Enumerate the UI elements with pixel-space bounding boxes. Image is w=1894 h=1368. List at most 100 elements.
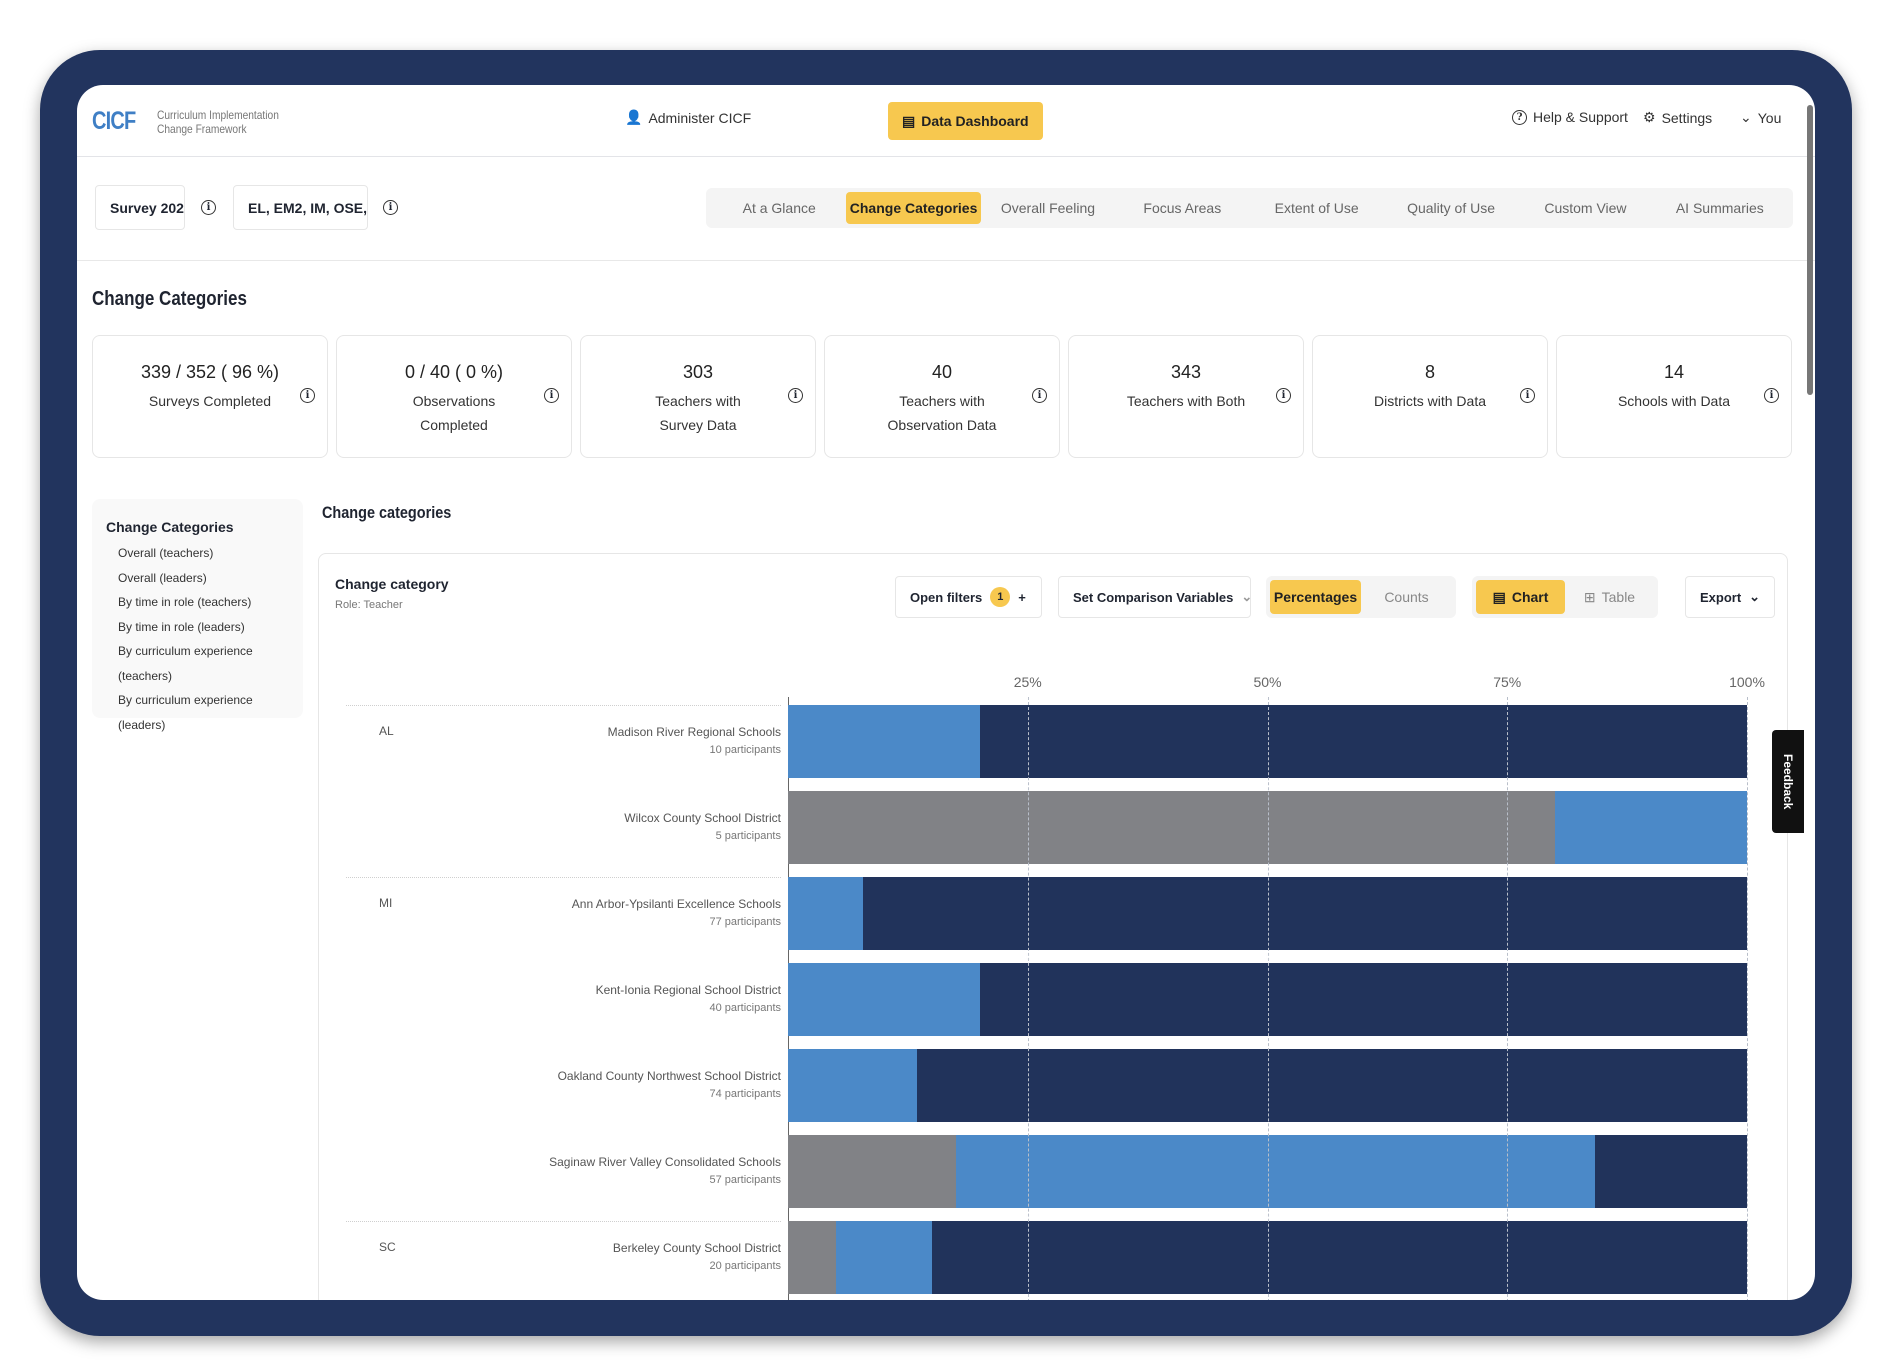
logo[interactable]: CICF xyxy=(92,107,136,135)
administer-link[interactable]: 👤 Administer CICF xyxy=(625,109,752,126)
tab-at-a-glance[interactable]: At a Glance xyxy=(742,200,816,216)
nav-item[interactable]: Overall (teachers) xyxy=(118,546,214,560)
chevron-down-icon: ⌄ xyxy=(1740,109,1752,125)
nav-item[interactable]: By curriculum experience (leaders) xyxy=(118,693,253,732)
export-dropdown[interactable]: Export ⌄ xyxy=(1685,576,1775,618)
settings-link[interactable]: ⚙ Settings xyxy=(1643,109,1713,126)
bar-segment[interactable] xyxy=(788,791,1556,864)
chart-view-button[interactable]: ▤ Chart xyxy=(1476,580,1565,614)
tab-extent-of-use[interactable]: Extent of Use xyxy=(1274,200,1359,216)
nav-item[interactable]: Overall (leaders) xyxy=(118,570,207,585)
tab-custom-view[interactable]: Custom View xyxy=(1544,200,1627,216)
participant-count: 5 participants xyxy=(715,830,781,842)
stat-label: Schools with Data xyxy=(1617,393,1731,409)
bar-segment[interactable] xyxy=(1595,1135,1747,1208)
feedback-tab[interactable]: Feedback xyxy=(1772,730,1804,833)
section-title: Change categories xyxy=(322,503,452,522)
stat-value: 0 / 40 ( 0 %) xyxy=(404,362,504,382)
scrollbar[interactable] xyxy=(1807,105,1813,395)
bar-segment[interactable] xyxy=(979,963,1747,1036)
chevron-down-icon: ⌄ xyxy=(1749,589,1761,604)
bar-segment[interactable] xyxy=(788,1049,918,1122)
participant-count: 40 participants xyxy=(709,1002,781,1014)
gear-icon: ⚙ xyxy=(1643,109,1656,125)
tab-overall-feeling[interactable]: Overall Feeling xyxy=(1000,200,1096,216)
school-name: Wilcox County School District xyxy=(624,811,781,825)
row-label: Kent-Ionia Regional School District 40 pa… xyxy=(481,981,781,1017)
chart-card: Change category Role: Teacher Open filte… xyxy=(318,553,1788,1300)
bar-segment[interactable] xyxy=(931,1221,1747,1294)
bar-segment[interactable] xyxy=(835,1221,932,1294)
bar-segment[interactable] xyxy=(1555,791,1747,864)
logo-subtitle: Curriculum Implementation Change Framewor… xyxy=(157,108,279,136)
plus-icon: + xyxy=(1018,589,1026,605)
bar-segment[interactable] xyxy=(862,877,1747,950)
app-screen: CICF Curriculum Implementation Change Fra… xyxy=(77,85,1815,1300)
state-label: SC xyxy=(379,1240,396,1254)
stat-label: Surveys Completed xyxy=(148,393,272,409)
curricula-select[interactable]: EL, EM2, IM, OSE, W&W xyxy=(233,185,368,230)
group-separator xyxy=(346,705,781,706)
info-icon[interactable]: i xyxy=(300,388,315,403)
stat-value: 339 / 352 ( 96 %) xyxy=(140,362,280,382)
row-label: Berkeley County School District 20 partic… xyxy=(481,1239,781,1275)
tab-focus-areas[interactable]: Focus Areas xyxy=(1143,200,1222,216)
table-icon: ⊞ xyxy=(1583,588,1596,605)
data-dashboard-button[interactable]: ▤ Data Dashboard xyxy=(888,102,1043,140)
stat-label: Teachers with Observation Data xyxy=(887,393,997,433)
bar-segment[interactable] xyxy=(788,963,980,1036)
stat-card: 0 / 40 ( 0 %) Observations Completed i xyxy=(336,335,572,458)
counts-button[interactable]: Counts xyxy=(1384,589,1429,605)
group-separator xyxy=(346,877,781,878)
stacked-bar-chart: Madison River Regional Schools 10 partici… xyxy=(319,554,1789,1300)
bar-segment[interactable] xyxy=(917,1049,1747,1122)
info-icon[interactable]: i xyxy=(544,388,559,403)
participant-count: 20 participants xyxy=(709,1260,781,1272)
info-icon[interactable]: i xyxy=(1032,388,1047,403)
nav-item[interactable]: By time in role (teachers) xyxy=(118,595,252,609)
help-support-link[interactable]: ? Help & Support xyxy=(1512,109,1628,125)
user-menu[interactable]: ⌄ You xyxy=(1740,109,1782,126)
participant-count: 10 participants xyxy=(709,744,781,756)
tab-quality-of-use[interactable]: Quality of Use xyxy=(1407,200,1496,216)
stat-value: 8 xyxy=(1424,362,1435,382)
gridline xyxy=(1747,697,1748,1300)
chart-icon: ▤ xyxy=(1492,588,1506,605)
info-icon[interactable]: i xyxy=(201,200,216,215)
info-icon[interactable]: i xyxy=(1520,388,1535,403)
info-icon[interactable]: i xyxy=(1276,388,1291,403)
x-tick-label: 75% xyxy=(1493,674,1522,690)
bar-segment[interactable] xyxy=(788,1135,956,1208)
change-categories-nav: Change Categories Overall (teachers) Over… xyxy=(92,499,303,732)
info-icon[interactable]: i xyxy=(1764,388,1779,403)
bar-segment[interactable] xyxy=(955,1135,1596,1208)
bar-segment[interactable] xyxy=(788,1221,836,1294)
dashboard-icon: ▤ xyxy=(902,112,916,129)
stat-value: 40 xyxy=(931,362,953,382)
participant-count: 74 participants xyxy=(709,1088,781,1100)
percentages-button[interactable]: Percentages xyxy=(1270,580,1361,614)
row-label: Saginaw River Valley Consolidated School… xyxy=(481,1153,781,1189)
bar-segment[interactable] xyxy=(979,705,1747,778)
school-name: Kent-Ionia Regional School District xyxy=(595,983,781,997)
open-filters-button[interactable]: Open filters 1 + xyxy=(895,576,1042,618)
comparison-variables-dropdown[interactable]: Set Comparison Variables⌄ xyxy=(1058,576,1251,618)
bar-segment[interactable] xyxy=(788,877,863,950)
row-label: Ann Arbor-Ypsilanti Excellence Schools 77… xyxy=(481,895,781,931)
stat-label: Teachers with Survey Data xyxy=(655,393,741,433)
stat-card: 339 / 352 ( 96 %) Surveys Completed i xyxy=(92,335,328,458)
stat-card: 343 Teachers with Both i xyxy=(1068,335,1304,458)
tab-ai-summaries[interactable]: AI Summaries xyxy=(1675,200,1764,216)
group-separator xyxy=(346,1221,781,1222)
nav-title: Change Categories xyxy=(106,519,234,535)
info-icon[interactable]: i xyxy=(788,388,803,403)
survey-select[interactable]: Survey 2025-26 xyxy=(95,185,185,230)
bar-segment[interactable] xyxy=(788,705,980,778)
row-label: Madison River Regional Schools 10 partici… xyxy=(481,723,781,759)
info-icon[interactable]: i xyxy=(383,200,398,215)
school-name: Oakland County Northwest School District xyxy=(557,1069,781,1083)
nav-item[interactable]: By time in role (leaders) xyxy=(118,619,245,634)
tab-change-categories[interactable]: Change Categories xyxy=(846,192,981,224)
table-view-button[interactable]: ⊞ Table xyxy=(1583,588,1636,606)
nav-item[interactable]: By curriculum experience (teachers) xyxy=(118,644,253,683)
